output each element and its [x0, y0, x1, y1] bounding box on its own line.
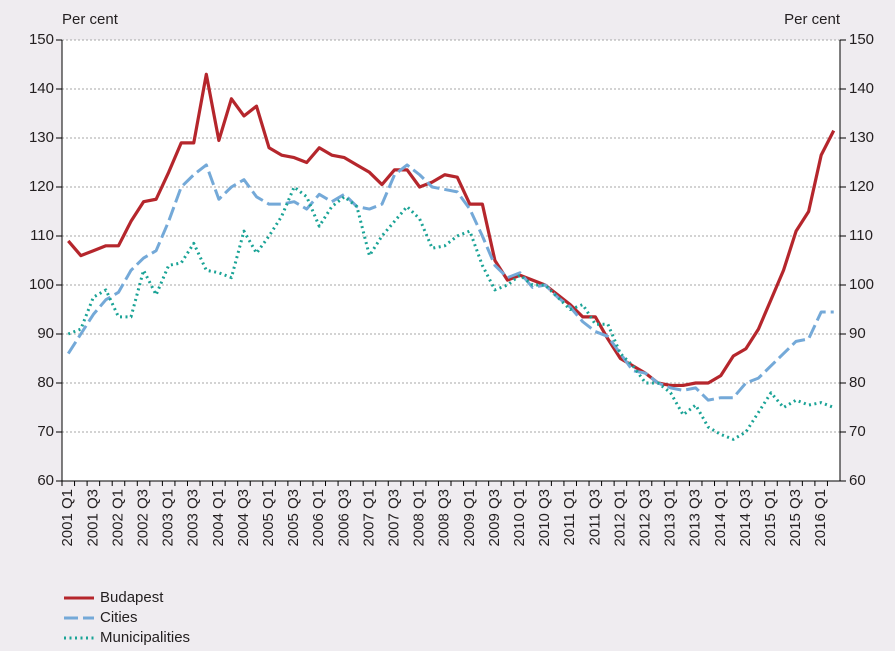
x-tick-label: 2014 Q1 — [712, 489, 729, 547]
x-tick-label: 2008 Q3 — [436, 489, 453, 547]
x-tick-label: 2015 Q3 — [787, 489, 804, 547]
x-tick-label: 2001 Q1 — [59, 489, 76, 547]
x-tick-label: 2012 Q1 — [611, 489, 628, 547]
legend-label: Cities — [100, 609, 138, 626]
x-tick-label: 2006 Q3 — [335, 489, 352, 547]
x-tick-label: 2004 Q3 — [235, 489, 252, 547]
y-tick-label: 100 — [29, 276, 54, 293]
x-tick-label: 2001 Q3 — [84, 489, 101, 547]
y2-tick-label: 130 — [849, 129, 874, 146]
y2-tick-label: 100 — [849, 276, 874, 293]
y2-tick-label: 140 — [849, 80, 874, 97]
x-tick-label: 2011 Q1 — [561, 489, 578, 545]
legend-label: Budapest — [100, 589, 164, 606]
y2-tick-label: 120 — [849, 178, 874, 195]
y-tick-label: 70 — [37, 423, 54, 440]
y2-axis-label: Per cent — [784, 11, 841, 28]
y-tick-label: 110 — [30, 227, 54, 244]
y-tick-label: 150 — [29, 31, 54, 48]
x-tick-label: 2007 Q3 — [386, 489, 403, 547]
y2-tick-label: 110 — [849, 227, 873, 244]
series-line — [67, 163, 834, 402]
y-tick-label: 130 — [29, 129, 54, 146]
series-line — [67, 72, 836, 388]
x-tick-label: 2003 Q3 — [185, 489, 202, 547]
series-line — [67, 185, 835, 441]
x-tick-label: 2012 Q3 — [636, 489, 653, 547]
y-tick-label: 60 — [37, 472, 54, 489]
x-tick-label: 2008 Q1 — [411, 489, 428, 547]
x-tick-label: 2015 Q1 — [762, 489, 779, 547]
x-tick-label: 2016 Q1 — [812, 489, 829, 547]
x-tick-label: 2013 Q1 — [662, 489, 679, 547]
x-tick-label: 2002 Q3 — [135, 489, 152, 547]
y-tick-label: 80 — [37, 374, 54, 391]
y-axis-label: Per cent — [62, 11, 119, 28]
x-tick-label: 2005 Q3 — [285, 489, 302, 547]
x-tick-label: 2010 Q3 — [536, 489, 553, 547]
x-tick-label: 2009 Q1 — [461, 489, 478, 547]
legend-label: Municipalities — [100, 629, 190, 646]
y-tick-label: 90 — [37, 325, 54, 342]
x-tick-label: 2010 Q1 — [511, 489, 528, 547]
x-tick-label: 2003 Q1 — [160, 489, 177, 547]
y2-tick-label: 70 — [849, 423, 866, 440]
y2-tick-label: 80 — [849, 374, 866, 391]
x-tick-label: 2009 Q3 — [486, 489, 503, 547]
y-tick-label: 140 — [29, 80, 54, 97]
y2-tick-label: 150 — [849, 31, 874, 48]
x-tick-label: 2013 Q3 — [687, 489, 704, 547]
x-tick-label: 2005 Q1 — [260, 489, 277, 547]
x-tick-label: 2004 Q1 — [210, 489, 227, 547]
x-tick-label: 2014 Q3 — [737, 489, 754, 547]
plot-area — [62, 40, 840, 481]
x-tick-label: 2007 Q1 — [360, 489, 377, 547]
x-tick-label: 2011 Q3 — [586, 489, 603, 545]
y-tick-label: 120 — [29, 178, 54, 195]
x-tick-label: 2006 Q1 — [310, 489, 327, 547]
x-tick-label: 2002 Q1 — [109, 489, 126, 547]
y2-tick-label: 60 — [849, 472, 866, 489]
y2-tick-label: 90 — [849, 325, 866, 342]
